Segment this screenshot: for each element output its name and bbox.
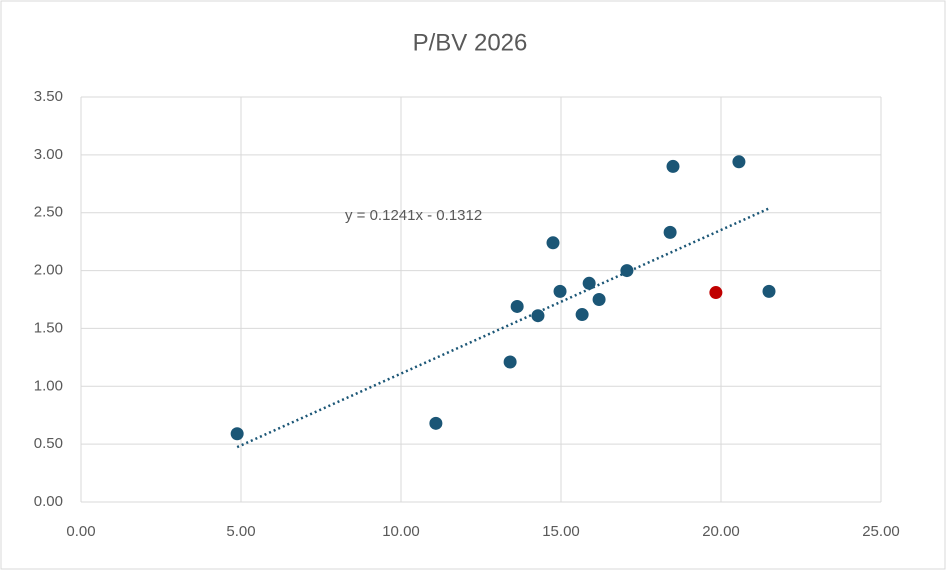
x-tick-label: 15.00 — [542, 523, 580, 540]
trendline — [236, 207, 770, 449]
point — [510, 299, 524, 313]
trendline-label: y = 0.1241x - 0.1312 — [345, 207, 482, 224]
point — [429, 416, 443, 430]
point — [546, 236, 560, 250]
y-tick-label: 1.00 — [34, 377, 63, 394]
point — [230, 427, 244, 441]
y-tick-label: 2.50 — [34, 204, 63, 221]
x-tick-label: 5.00 — [226, 523, 255, 540]
y-tick-label: 3.00 — [34, 146, 63, 163]
point — [732, 155, 746, 169]
point — [709, 286, 723, 300]
y-tick-label: 3.50 — [34, 88, 63, 105]
y-tick-label: 1.50 — [34, 319, 63, 336]
y-tick-label: 0.50 — [34, 435, 63, 452]
x-tick-label: 10.00 — [382, 523, 420, 540]
y-tick-label: 0.00 — [34, 493, 63, 510]
point — [531, 309, 545, 323]
point — [582, 276, 596, 290]
point — [575, 308, 589, 322]
point — [762, 284, 776, 298]
x-tick-label: 20.00 — [702, 523, 740, 540]
point — [620, 264, 634, 278]
x-tick-label: 0.00 — [66, 523, 95, 540]
point — [503, 355, 517, 369]
point — [663, 225, 677, 239]
point — [553, 284, 567, 298]
point — [666, 159, 680, 173]
x-tick-label: 25.00 — [862, 523, 900, 540]
point — [592, 293, 606, 306]
y-tick-label: 2.00 — [34, 262, 63, 279]
chart-title: P/BV 2026 — [413, 29, 528, 56]
